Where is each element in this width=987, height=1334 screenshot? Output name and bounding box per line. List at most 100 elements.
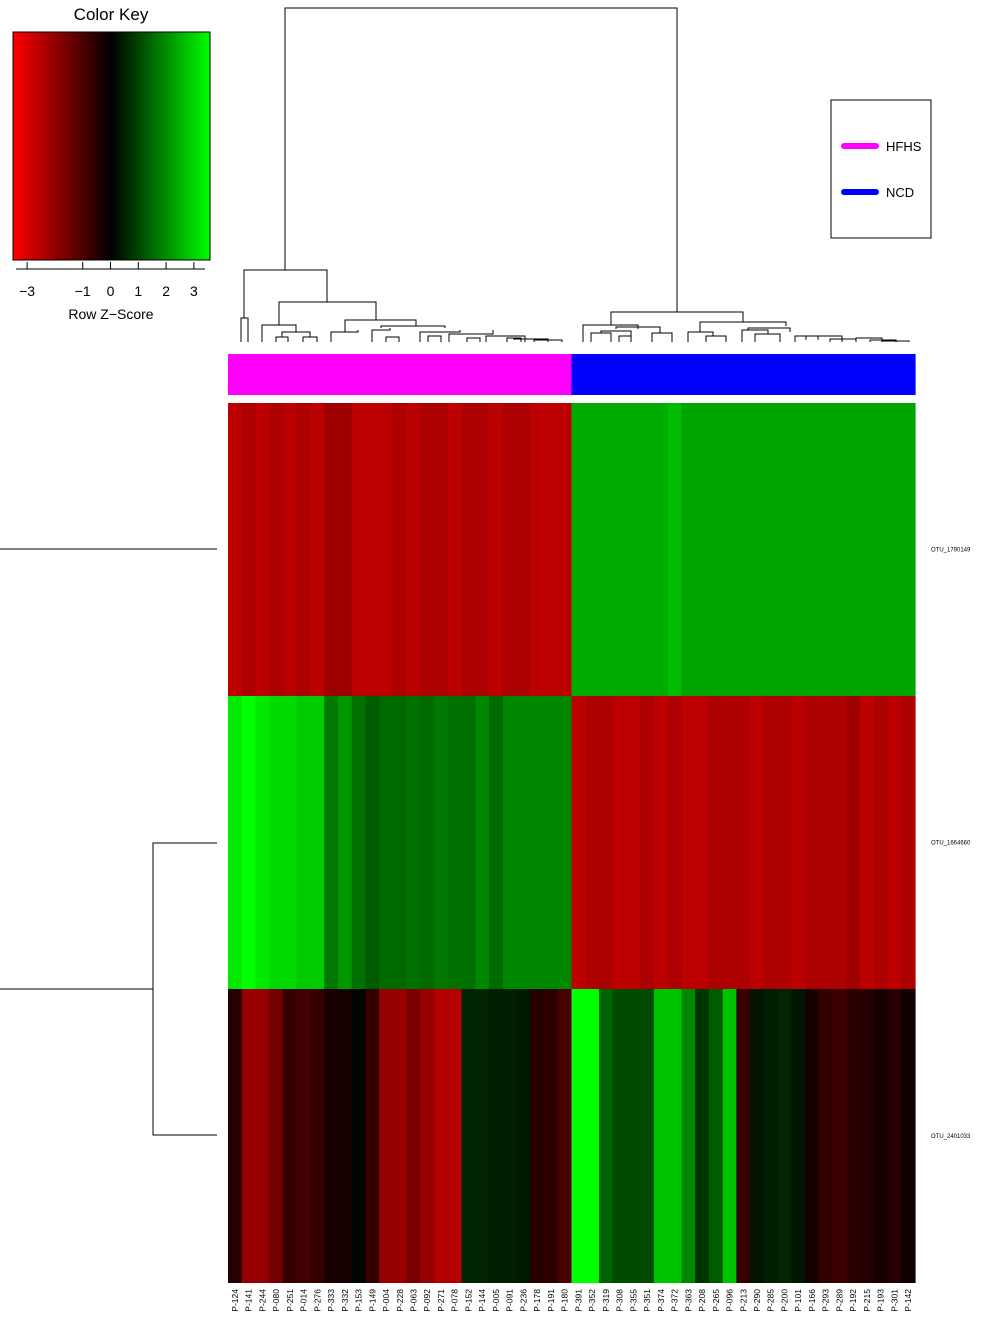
color-key-tick-label: 0 xyxy=(107,283,115,299)
heatmap-cell xyxy=(516,403,531,696)
heatmap-cell xyxy=(406,989,421,1283)
heatmap-cell xyxy=(763,696,779,989)
heatmap-cell xyxy=(475,696,490,989)
heatmap-cell xyxy=(708,403,724,696)
heatmap-cell xyxy=(269,696,284,989)
color-key-ticks: −3 −1 0 1 2 3 xyxy=(19,262,198,299)
heatmap-cell xyxy=(282,696,298,989)
heatmap-cell xyxy=(351,696,366,989)
heatmap-cell xyxy=(873,989,889,1283)
heatmap-cell xyxy=(310,989,325,1283)
heatmap-cell xyxy=(791,403,806,696)
group-bar-cell xyxy=(324,354,339,395)
group-bar-cell xyxy=(832,354,847,395)
column-label: P-014 xyxy=(299,1289,309,1312)
heatmap-cell xyxy=(653,989,669,1283)
color-key-title: Color Key xyxy=(74,5,149,24)
heatmap-cell xyxy=(681,696,696,989)
heatmap-cell xyxy=(887,696,902,989)
heatmap-cell xyxy=(750,403,765,696)
heatmap-cell xyxy=(818,989,834,1283)
heatmap-cell xyxy=(873,696,889,989)
column-label: P-005 xyxy=(491,1289,501,1312)
column-label: P-271 xyxy=(436,1289,446,1312)
heatmap-cell xyxy=(805,696,820,989)
heatmap-cell xyxy=(406,403,421,696)
heatmap-cell xyxy=(324,989,339,1283)
heatmap-cell xyxy=(310,696,325,989)
heatmap-cell xyxy=(846,403,861,696)
color-key-tick-label: 3 xyxy=(190,283,198,299)
heatmap-cell xyxy=(447,696,463,989)
heatmap-cell xyxy=(736,989,751,1283)
group-bar-cell xyxy=(475,354,490,395)
group-bar-cell xyxy=(296,354,312,395)
heatmap-cell xyxy=(612,989,628,1283)
heatmap-cell xyxy=(296,989,312,1283)
column-label: P-144 xyxy=(477,1289,487,1312)
heatmap-cell xyxy=(447,403,463,696)
heatmap-cell xyxy=(626,989,641,1283)
heatmap-cell xyxy=(832,989,847,1283)
group-bar-cell xyxy=(763,354,779,395)
heatmap-cell xyxy=(310,403,325,696)
column-label: P-149 xyxy=(367,1289,377,1312)
heatmap-cell xyxy=(653,403,669,696)
column-label: P-191 xyxy=(546,1289,556,1312)
heatmap-cell xyxy=(392,989,408,1283)
column-label: P-290 xyxy=(752,1289,762,1312)
group-bar-cell xyxy=(805,354,820,395)
heatmap-cell xyxy=(653,696,669,989)
column-label: P-363 xyxy=(683,1289,693,1312)
column-label: P-244 xyxy=(257,1289,267,1312)
heatmap-cell xyxy=(557,403,573,696)
group-bar-cell xyxy=(791,354,806,395)
group-bar-cell xyxy=(516,354,531,395)
heatmap-cell xyxy=(296,403,312,696)
color-key-tick-label: −1 xyxy=(75,283,91,299)
column-label: P-078 xyxy=(450,1289,460,1312)
group-bar-cell xyxy=(640,354,655,395)
column-label: P-096 xyxy=(725,1289,735,1312)
column-label: P-124 xyxy=(230,1289,240,1312)
heatmap-cell xyxy=(461,403,476,696)
group-bar-cell xyxy=(736,354,751,395)
heatmap-cell xyxy=(530,403,545,696)
group-bar-cell xyxy=(667,354,683,395)
column-label: P-141 xyxy=(244,1289,254,1312)
heatmap-cell xyxy=(269,989,284,1283)
column-label: P-004 xyxy=(381,1289,391,1312)
column-label: P-308 xyxy=(615,1289,625,1312)
heatmap-cell xyxy=(695,403,710,696)
group-bar-cell xyxy=(612,354,628,395)
heatmap-cell xyxy=(805,403,820,696)
column-label: P-319 xyxy=(601,1289,611,1312)
column-label: P-142 xyxy=(903,1289,913,1312)
group-bar-cell xyxy=(337,354,353,395)
heatmap-cell xyxy=(241,403,257,696)
group-bar-cell xyxy=(722,354,737,395)
heatmap-cell xyxy=(887,403,902,696)
column-label: P-333 xyxy=(326,1289,336,1312)
heatmap-cell xyxy=(763,403,779,696)
column-label: P-355 xyxy=(628,1289,638,1312)
heatmap-cell xyxy=(585,989,600,1283)
heatmap-cell xyxy=(791,696,806,989)
heatmap-cell xyxy=(296,696,312,989)
heatmap-cell xyxy=(351,989,366,1283)
heatmap-cell xyxy=(791,989,806,1283)
heatmap-cell xyxy=(860,989,875,1283)
heatmap-cell xyxy=(626,403,641,696)
heatmap-cell xyxy=(420,696,435,989)
column-label: P-332 xyxy=(340,1289,350,1312)
legend: HFHS NCD xyxy=(830,99,932,239)
color-key-tick-label: −3 xyxy=(19,283,35,299)
column-label: P-092 xyxy=(422,1289,432,1312)
group-bar-cell xyxy=(434,354,449,395)
heatmap-cell xyxy=(557,989,573,1283)
heatmap-cell xyxy=(530,696,545,989)
color-key-gradient xyxy=(12,31,211,261)
heatmap-cell xyxy=(612,403,628,696)
heatmap-cell xyxy=(516,989,531,1283)
